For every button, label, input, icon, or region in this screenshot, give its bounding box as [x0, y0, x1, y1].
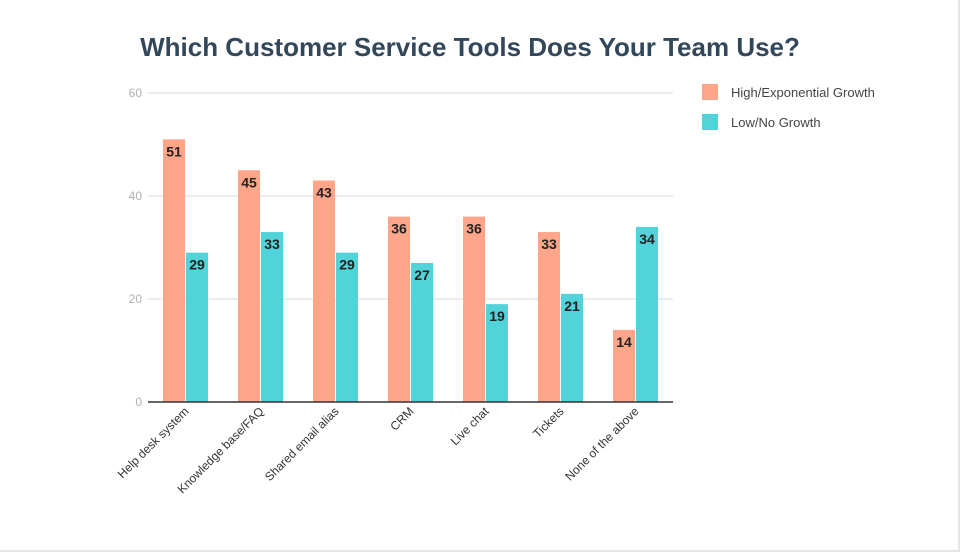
data-label: 21 [564, 298, 580, 314]
data-label: 51 [166, 143, 182, 159]
legend-swatch [702, 84, 718, 100]
bar [463, 216, 485, 402]
data-label: 29 [339, 257, 355, 273]
x-tick-label: CRM [387, 404, 416, 433]
x-tick-label: Knowledge base/FAQ [175, 404, 267, 496]
legend-label: Low/No Growth [731, 115, 821, 130]
data-label: 43 [316, 185, 332, 201]
bar [186, 252, 208, 402]
bar [613, 329, 635, 402]
legend-swatch [702, 114, 718, 130]
bar [636, 226, 658, 402]
bar [486, 304, 508, 402]
data-label: 45 [241, 174, 257, 190]
bar [388, 216, 410, 402]
y-tick-label: 60 [129, 86, 143, 100]
data-label: 19 [489, 308, 505, 324]
bar [238, 170, 260, 402]
data-label: 34 [639, 231, 655, 247]
bar [411, 262, 433, 402]
data-label: 27 [414, 267, 430, 283]
data-label: 29 [189, 257, 205, 273]
data-label: 33 [541, 236, 557, 252]
y-tick-label: 0 [135, 395, 142, 409]
y-tick-label: 20 [129, 292, 143, 306]
bar [561, 293, 583, 402]
bar [163, 139, 185, 402]
data-label: 33 [264, 236, 280, 252]
x-tick-label: Live chat [448, 404, 492, 448]
x-tick-label: Help desk system [115, 404, 192, 481]
y-tick-label: 40 [129, 189, 143, 203]
x-tick-label: Tickets [530, 404, 566, 440]
data-label: 36 [391, 221, 407, 237]
legend-label: High/Exponential Growth [731, 85, 875, 100]
x-tick-label: None of the above [562, 404, 641, 483]
data-label: 14 [616, 334, 632, 350]
chart-title: Which Customer Service Tools Does Your T… [140, 32, 800, 62]
bar [538, 232, 560, 402]
x-tick-label: Shared email alias [262, 404, 342, 484]
data-label: 36 [466, 221, 482, 237]
bar [336, 252, 358, 402]
bar [261, 232, 283, 402]
bar [313, 180, 335, 402]
